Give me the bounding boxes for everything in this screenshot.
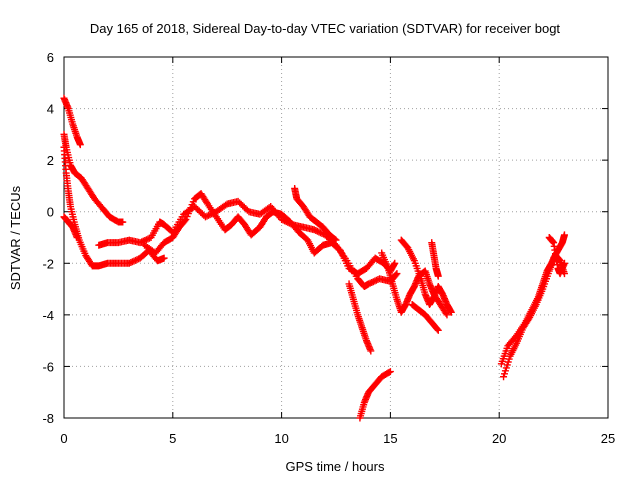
data-point-plus (447, 308, 455, 316)
series-late-lower (397, 236, 455, 316)
x-tick-label: 15 (383, 431, 397, 446)
data-point-plus (367, 347, 375, 355)
data-point-plus (142, 236, 150, 244)
grid (64, 57, 608, 418)
series-late-upper (378, 249, 451, 319)
data-points (60, 94, 568, 422)
data-point-plus (119, 218, 127, 226)
data-point-plus (560, 231, 568, 239)
data-point-plus (442, 309, 450, 317)
data-point-plus (335, 245, 343, 253)
data-point-plus (371, 277, 379, 285)
data-point-plus (313, 227, 321, 235)
data-point-plus (318, 229, 326, 237)
y-tick-label: 0 (47, 205, 54, 220)
series-mid-band-high (141, 190, 399, 278)
series-right-tail (545, 234, 568, 278)
x-tick-label: 0 (60, 431, 67, 446)
data-point-plus (434, 326, 442, 334)
series-left-upper-arc (60, 130, 127, 226)
data-point-plus (128, 258, 136, 266)
y-tick-labels: -8 -6 -4 -2 0 2 4 6 (42, 50, 54, 426)
series-spike-17 (428, 239, 442, 280)
x-tick-labels: 0 5 10 15 20 25 (60, 431, 615, 446)
data-point-plus (369, 278, 377, 286)
chart-title: Day 165 of 2018, Sidereal Day-to-day VTE… (90, 21, 561, 36)
data-point-plus (130, 257, 138, 265)
y-axis-label: SDTVAR / TECUs (8, 185, 23, 290)
series-upper-left-decay (60, 94, 84, 149)
data-point-plus (372, 276, 380, 284)
data-point-plus (76, 141, 84, 149)
data-point-plus (434, 272, 442, 280)
data-point-plus (392, 271, 400, 279)
data-point-plus (222, 201, 230, 209)
series-left-negative-start (60, 213, 81, 241)
y-tick-label: -6 (42, 359, 54, 374)
data-point-plus (133, 256, 141, 264)
series-dip-13-14 (345, 280, 375, 355)
data-point-plus (201, 213, 209, 221)
x-tick-label: 20 (492, 431, 506, 446)
data-point-plus (433, 325, 441, 333)
x-tick-label: 10 (274, 431, 288, 446)
y-tick-label: 6 (47, 50, 54, 65)
data-point-plus (181, 217, 189, 225)
series-mid-band-low (95, 197, 401, 290)
series-recovery-13-15 (356, 368, 394, 422)
data-point-plus (127, 259, 135, 267)
data-point-plus (73, 234, 81, 241)
data-point-plus (386, 368, 394, 376)
axis-ticks (63, 56, 609, 419)
data-point-plus (139, 237, 147, 245)
x-axis-label: GPS time / hours (286, 459, 385, 474)
data-point-plus (310, 226, 318, 234)
data-point-plus (315, 228, 323, 236)
data-point-plus (368, 278, 376, 286)
data-point-plus (443, 311, 451, 319)
data-point-plus (160, 254, 168, 262)
y-tick-label: -4 (42, 308, 54, 323)
x-tick-label: 25 (601, 431, 615, 446)
y-tick-label: 2 (47, 153, 54, 168)
data-point-plus (331, 235, 339, 243)
data-point-plus (332, 236, 340, 244)
data-point-plus (265, 204, 273, 212)
y-tick-label: -8 (42, 411, 54, 426)
data-point-plus (316, 229, 324, 237)
x-tick-label: 5 (169, 431, 176, 446)
series-spike-11 (291, 185, 340, 244)
y-tick-label: -2 (42, 256, 54, 271)
plot-frame (63, 56, 609, 419)
data-point-plus (312, 227, 320, 235)
data-point-plus (125, 259, 133, 267)
data-point-plus (385, 368, 393, 376)
series-left-lower-arc (60, 143, 168, 270)
data-point-plus (144, 235, 152, 243)
data-point-plus (205, 211, 213, 219)
y-tick-label: 4 (47, 102, 54, 117)
data-point-plus (366, 279, 374, 287)
data-point-plus (203, 212, 211, 220)
data-point-plus (391, 259, 399, 267)
data-point-plus (131, 256, 139, 264)
series-late-spike (408, 301, 442, 334)
data-point-plus (136, 239, 144, 247)
data-point-plus (365, 280, 373, 288)
data-point-plus (393, 270, 401, 278)
data-point-plus (560, 259, 568, 267)
